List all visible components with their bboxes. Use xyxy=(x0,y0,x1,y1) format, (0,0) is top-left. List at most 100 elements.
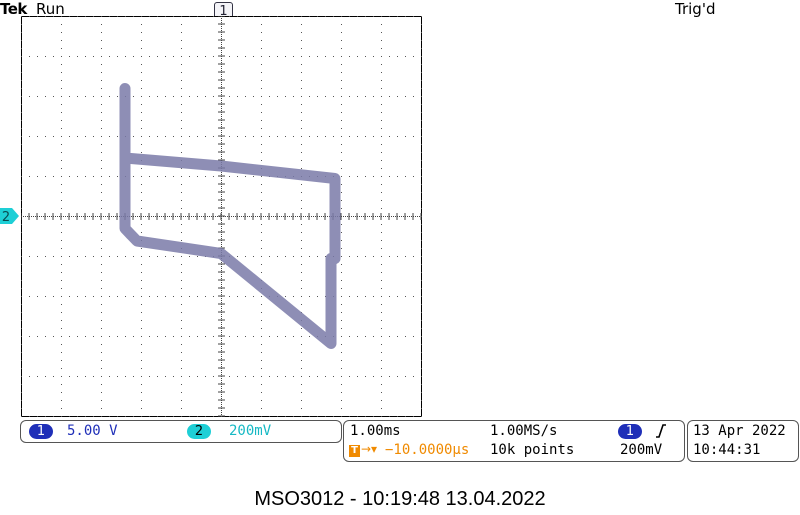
grid-dot xyxy=(133,176,134,177)
grid-dot xyxy=(349,376,350,377)
channel2-ground-marker[interactable]: 2 xyxy=(0,208,19,224)
grid-dot xyxy=(301,168,302,169)
grid-dot xyxy=(85,56,86,57)
grid-dot xyxy=(29,416,30,417)
grid-dot xyxy=(173,416,174,417)
grid-dot xyxy=(181,232,182,233)
grid-dot xyxy=(165,176,166,177)
grid-dot xyxy=(341,344,342,345)
grid-dot xyxy=(181,360,182,361)
grid-dot xyxy=(301,248,302,249)
grid-dot xyxy=(341,200,342,201)
grid-dot xyxy=(261,64,262,65)
grid-dot xyxy=(181,32,182,33)
trigger-level[interactable]: 200mV xyxy=(620,442,663,458)
grid-dot xyxy=(61,128,62,129)
grid-dot xyxy=(93,376,94,377)
grid-dot xyxy=(421,336,422,337)
grid-dot xyxy=(149,16,150,17)
grid-dot xyxy=(389,336,390,337)
grid-dot xyxy=(405,376,406,377)
grid-dot xyxy=(197,416,198,417)
grid-dot xyxy=(277,56,278,57)
channel2-badge[interactable]: 2 xyxy=(187,424,211,439)
trigger-delay[interactable]: −10.0000µs xyxy=(385,442,470,458)
grid-dot xyxy=(285,416,286,417)
grid-dot xyxy=(101,176,102,177)
channel1-badge[interactable]: 1 xyxy=(29,424,53,439)
grid-dot xyxy=(261,32,262,33)
grid-dot xyxy=(261,392,262,393)
grid-dot xyxy=(381,200,382,201)
grid-dot xyxy=(325,376,326,377)
grid-dot xyxy=(373,56,374,57)
grid-dot xyxy=(141,416,142,417)
grid-dot xyxy=(341,56,342,57)
grid-dot xyxy=(341,72,342,73)
channel2-scale[interactable]: 200mV xyxy=(229,423,272,439)
grid-dot xyxy=(309,16,310,17)
grid-dot xyxy=(117,336,118,337)
rising-edge-icon[interactable] xyxy=(654,423,668,439)
grid-dot xyxy=(141,144,142,145)
grid-dot xyxy=(381,360,382,361)
grid-dot xyxy=(109,296,110,297)
grid-dot xyxy=(325,96,326,97)
record-length[interactable]: 10k points xyxy=(490,442,575,458)
grid-dot xyxy=(101,336,102,337)
channel1-scale[interactable]: 5.00 V xyxy=(67,423,118,439)
grid-dot xyxy=(37,296,38,297)
grid-dot xyxy=(29,56,30,57)
grid-dot xyxy=(301,240,302,241)
grid-dot xyxy=(421,344,422,345)
grid-dot xyxy=(133,136,134,137)
grid-dot xyxy=(77,16,78,17)
grid-dot xyxy=(133,336,134,337)
grid-dot xyxy=(325,256,326,257)
grid-dot xyxy=(253,416,254,417)
grid-dot xyxy=(109,416,110,417)
grid-dot xyxy=(301,80,302,81)
grid-dot xyxy=(381,408,382,409)
grid-dot xyxy=(421,304,422,305)
grid-dot xyxy=(341,192,342,193)
grid-dot xyxy=(421,280,422,281)
grid-dot xyxy=(261,80,262,81)
grid-dot xyxy=(61,64,62,65)
grid-dot xyxy=(125,376,126,377)
grid-dot xyxy=(389,376,390,377)
grid-dot xyxy=(181,240,182,241)
grid-dot xyxy=(117,296,118,297)
trigger-source-badge[interactable]: 1 xyxy=(618,424,642,439)
grid-dot xyxy=(181,48,182,49)
grid-dot xyxy=(421,72,422,73)
grid-dot xyxy=(253,256,254,257)
grid-dot xyxy=(101,224,102,225)
grid-dot xyxy=(125,56,126,57)
acquisition-run-state: Run xyxy=(36,0,65,18)
grid-dot xyxy=(197,176,198,177)
grid-dot xyxy=(61,168,62,169)
grid-dot xyxy=(341,408,342,409)
grid-dot xyxy=(309,336,310,337)
grid-dot xyxy=(149,56,150,57)
grid-dot xyxy=(29,176,30,177)
grid-dot xyxy=(309,416,310,417)
grid-dot xyxy=(341,232,342,233)
grid-dot xyxy=(413,56,414,57)
grid-dot xyxy=(165,416,166,417)
grid-dot xyxy=(285,136,286,137)
grid-dot xyxy=(93,16,94,17)
grid-dot xyxy=(141,128,142,129)
grid-dot xyxy=(21,144,22,145)
grid-dot xyxy=(101,152,102,153)
grid-dot xyxy=(253,56,254,57)
grid-dot xyxy=(21,360,22,361)
capture-caption: MSO3012 - 10:19:48 13.04.2022 xyxy=(254,488,546,510)
grid-dot xyxy=(341,304,342,305)
grid-dot xyxy=(109,16,110,17)
grid-dot xyxy=(85,416,86,417)
grid-dot xyxy=(181,328,182,329)
vertical-readout-panel: 1 5.00 V 2 200mV xyxy=(20,420,342,443)
timebase-scale[interactable]: 1.00ms xyxy=(350,423,401,439)
